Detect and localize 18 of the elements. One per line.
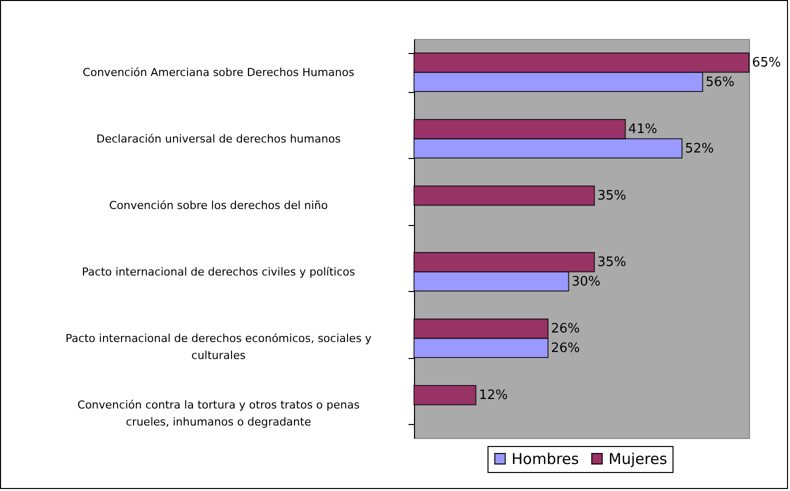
data-label: 35% [597, 255, 626, 270]
y-tick-label: Convención Amerciana sobre Derechos Humanos [82, 66, 355, 79]
data-label: 30% [572, 274, 601, 290]
y-tick-label: Convención contra la tortura y otros tratos o penas crueles, inhumanos o degradante [77, 398, 360, 428]
data-label: 12% [478, 388, 508, 404]
y-tick-label: Convención sobre los derechos del niño [109, 198, 328, 212]
legend-label: Mujeres [608, 450, 668, 468]
data-label: 26% [551, 340, 580, 356]
data-label: 56% [706, 74, 735, 90]
y-tick-label: Pacto internacional de derechos civiles y políticos [82, 265, 356, 278]
data-label: 65% [752, 56, 781, 71]
legend-label: Hombres [512, 450, 580, 468]
y-tick-label: Declaración universal de derechos humanos [96, 132, 341, 146]
y-tick-label: Pacto internacional de derechos económicos, sociales y culturales [65, 332, 372, 362]
data-label: 52% [685, 141, 714, 156]
data-label: 26% [551, 322, 580, 337]
data-label: 35% [597, 188, 626, 204]
data-label: 41% [628, 122, 658, 138]
